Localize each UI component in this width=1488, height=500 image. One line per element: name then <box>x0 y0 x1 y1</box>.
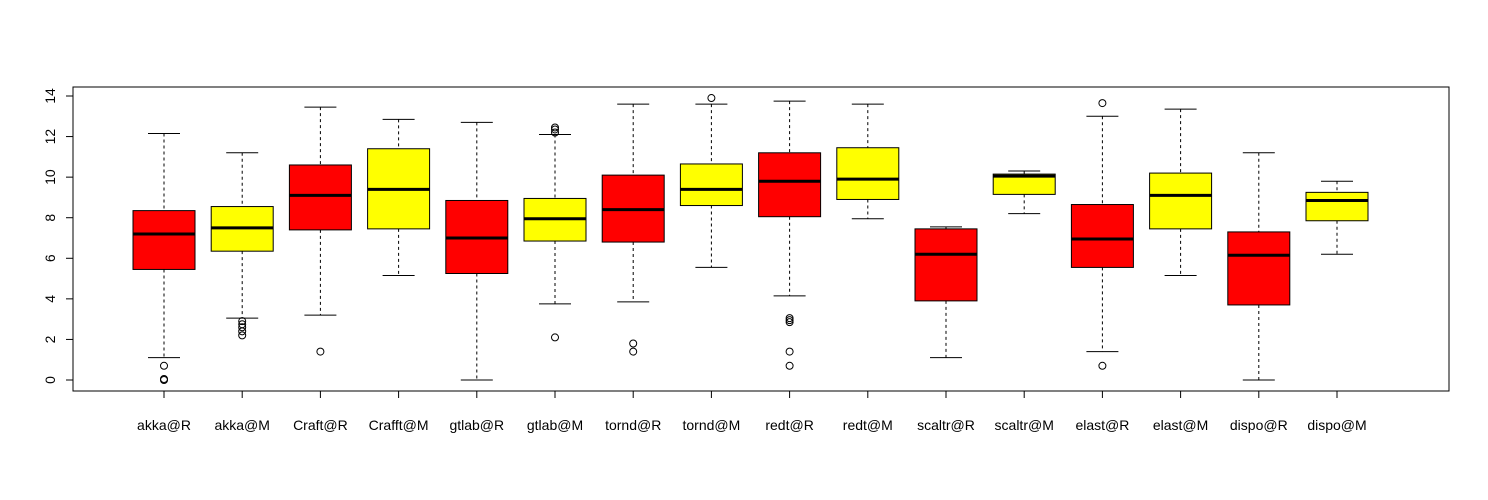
outlier-point <box>629 339 638 348</box>
iqr-box <box>914 228 978 302</box>
box-series <box>132 94 1369 384</box>
box-redt@R <box>758 100 822 370</box>
outlier-point <box>551 128 559 137</box>
outlier-point <box>160 361 168 370</box>
y-tick-label: 0 <box>42 376 58 384</box>
box-scaltr@R <box>914 226 978 359</box>
outlier-point <box>316 347 325 356</box>
box-elast@R <box>1070 99 1134 370</box>
outlier-point <box>238 317 247 326</box>
box-elast@M <box>1149 108 1213 277</box>
box-akka@M <box>210 152 274 340</box>
outlier-point <box>238 331 247 340</box>
iqr-box <box>1305 191 1369 222</box>
x-tick-label: elast@M <box>1153 417 1208 433</box>
outlier-point <box>785 347 794 356</box>
box-redt@M <box>836 103 900 220</box>
x-tick-label: dispo@R <box>1230 417 1288 433</box>
x-tick-label: tornd@M <box>683 417 741 433</box>
outlier-point <box>785 314 794 323</box>
box-tornd@M <box>679 94 743 268</box>
iqr-box <box>992 173 1056 195</box>
y-tick-label: 14 <box>42 88 58 104</box>
x-tick-label: Craft@R <box>293 417 348 433</box>
outlier-point <box>551 123 559 132</box>
x-tick-label: gtlab@R <box>449 417 504 433</box>
box-dispo@R <box>1227 152 1291 381</box>
y-tick-label: 10 <box>42 169 58 185</box>
outlier-point <box>629 347 638 356</box>
y-axis: 0 2 4 6 8 10 12 14 <box>42 88 74 384</box>
iqr-box <box>679 163 743 207</box>
outlier-point <box>707 94 716 103</box>
outlier-point <box>1098 361 1107 370</box>
x-tick-label: gtlab@M <box>527 417 583 433</box>
iqr-box <box>132 210 196 270</box>
box-gtlab@R <box>445 121 509 381</box>
x-tick-label: akka@R <box>137 417 191 433</box>
outlier-point <box>238 327 247 336</box>
y-tick-label: 6 <box>42 254 58 262</box>
box-scaltr@M <box>992 170 1056 215</box>
outlier-point <box>785 361 794 370</box>
y-tick-label: 12 <box>42 129 58 145</box>
y-tick-label: 8 <box>42 214 58 222</box>
outlier-point <box>785 316 794 325</box>
box-dispo@M <box>1305 180 1369 255</box>
box-Crafft@M <box>367 118 431 277</box>
iqr-box <box>288 164 352 231</box>
y-tick-label: 2 <box>42 335 58 343</box>
x-axis: akka@R akka@M Craft@R Crafft@M gtlab@R gtlab@… <box>137 390 1367 433</box>
x-tick-label: redt@M <box>843 417 893 433</box>
outlier-point <box>785 318 794 327</box>
box-akka@R <box>132 133 196 384</box>
outlier-point <box>238 323 247 332</box>
x-tick-label: akka@M <box>214 417 269 433</box>
x-tick-label: scaltr@M <box>995 417 1054 433</box>
x-tick-label: Crafft@M <box>369 417 429 433</box>
outlier-point <box>551 125 559 134</box>
box-gtlab@M <box>523 123 587 342</box>
iqr-box <box>1227 231 1291 306</box>
iqr-box <box>1149 172 1213 230</box>
x-tick-label: redt@R <box>765 417 813 433</box>
outlier-point <box>551 333 559 342</box>
box-Craft@R <box>288 106 352 356</box>
x-tick-label: dispo@M <box>1307 417 1366 433</box>
iqr-box <box>836 147 900 200</box>
x-tick-label: elast@R <box>1075 417 1129 433</box>
x-tick-label: tornd@R <box>605 417 661 433</box>
iqr-box <box>1070 204 1134 268</box>
iqr-box <box>758 152 822 218</box>
x-tick-label: scaltr@R <box>917 417 975 433</box>
box-tornd@R <box>601 103 665 356</box>
y-tick-label: 4 <box>42 295 58 303</box>
outlier-point <box>160 376 168 384</box>
outlier-point <box>1098 99 1107 108</box>
